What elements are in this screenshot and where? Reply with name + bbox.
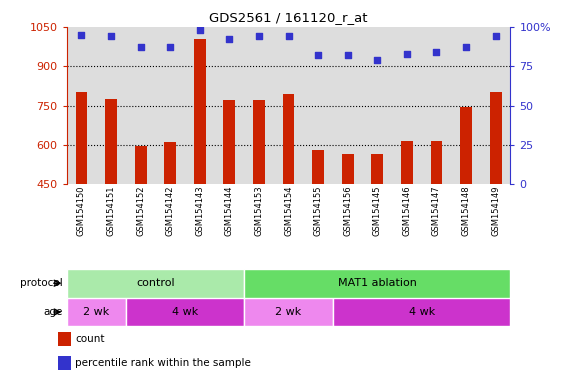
Point xyxy=(313,52,322,58)
Point xyxy=(77,31,86,38)
Bar xyxy=(401,141,413,184)
Text: 2 wk: 2 wk xyxy=(276,307,302,317)
Text: 4 wk: 4 wk xyxy=(172,307,198,317)
Text: control: control xyxy=(136,278,175,288)
Bar xyxy=(253,100,265,184)
Point xyxy=(372,57,382,63)
Bar xyxy=(58,333,71,346)
Point xyxy=(107,33,116,40)
Text: MAT1 ablation: MAT1 ablation xyxy=(338,278,416,288)
Text: 4 wk: 4 wk xyxy=(408,307,435,317)
Bar xyxy=(67,298,126,326)
Bar xyxy=(430,141,443,184)
Bar xyxy=(371,154,383,184)
Bar xyxy=(244,269,510,298)
Point xyxy=(491,33,500,40)
Text: percentile rank within the sample: percentile rank within the sample xyxy=(75,358,251,368)
Title: GDS2561 / 161120_r_at: GDS2561 / 161120_r_at xyxy=(209,11,368,24)
Text: protocol: protocol xyxy=(20,278,62,288)
Bar xyxy=(105,99,117,184)
Bar xyxy=(164,142,176,184)
Text: age: age xyxy=(43,307,62,317)
Point xyxy=(462,44,471,50)
Text: 2 wk: 2 wk xyxy=(83,307,110,317)
Point xyxy=(343,52,352,58)
Point xyxy=(255,33,264,40)
Point xyxy=(136,44,145,50)
Bar xyxy=(135,146,147,184)
Text: count: count xyxy=(75,334,105,344)
Point xyxy=(284,33,293,40)
Bar xyxy=(490,93,502,184)
Point xyxy=(403,51,412,57)
Bar xyxy=(67,269,244,298)
Bar xyxy=(244,298,333,326)
Bar xyxy=(460,107,472,184)
Bar xyxy=(75,93,88,184)
Bar xyxy=(342,154,354,184)
Bar xyxy=(194,39,206,184)
Bar xyxy=(126,298,244,326)
Point xyxy=(224,36,234,43)
Point xyxy=(166,44,175,50)
Bar xyxy=(58,356,71,370)
Bar xyxy=(223,100,235,184)
Bar xyxy=(312,150,324,184)
Point xyxy=(195,27,204,33)
Point xyxy=(432,49,441,55)
Bar xyxy=(333,298,510,326)
Bar xyxy=(282,94,295,184)
